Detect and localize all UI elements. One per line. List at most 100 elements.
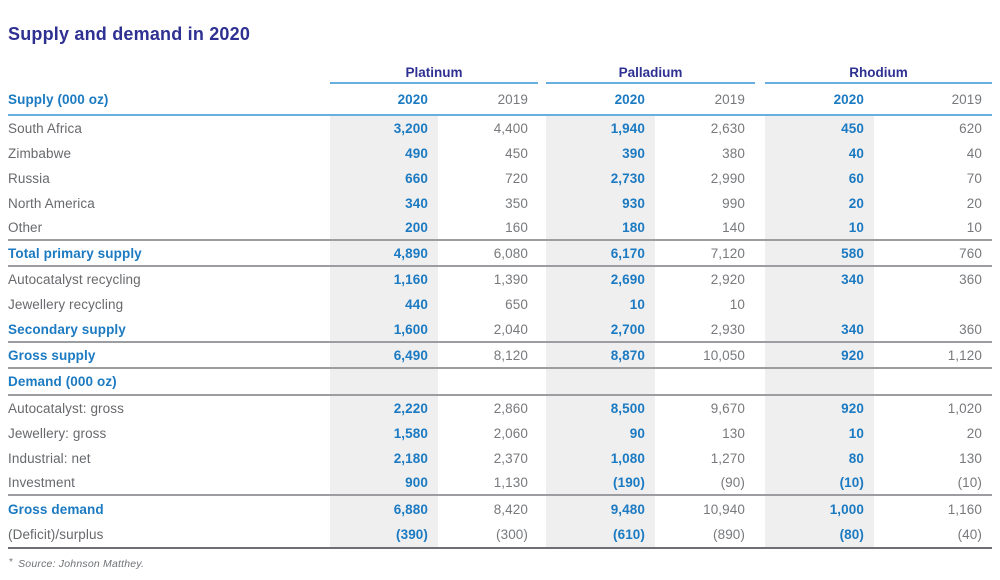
column-gap	[538, 343, 546, 367]
cell-value: 660	[330, 166, 438, 191]
cell-value: (10)	[957, 475, 982, 490]
cell-value: 1,580	[330, 421, 438, 446]
column-gap	[538, 396, 546, 421]
cell-value: 7,120	[710, 245, 745, 261]
column-gap	[538, 496, 546, 522]
column-gap	[538, 369, 546, 394]
cell-value	[655, 369, 755, 394]
cell-value: 440	[330, 292, 438, 317]
row-label: South Africa	[8, 121, 82, 136]
table-row: (Deficit)/surplus (390) (300) (610) (890) (80…	[8, 522, 992, 549]
cell-value: 1,940	[546, 116, 655, 141]
column-gap	[755, 241, 765, 265]
table-row: Industrial: net 2,180 2,370 1,080 1,270 80 130	[8, 446, 992, 471]
cell-value: 10	[546, 292, 655, 317]
cell-value: (10)	[765, 471, 874, 494]
cell-value	[546, 369, 655, 394]
table-row: Demand (000 oz)	[8, 369, 992, 396]
cell-value: 1,390	[493, 272, 528, 287]
column-gap	[538, 292, 546, 317]
cell-value: 8,420	[493, 501, 528, 517]
column-gap	[755, 292, 765, 317]
cell-value: (300)	[495, 527, 528, 542]
footnote-text: Source: Johnson Matthey.	[18, 558, 145, 570]
row-label: Autocatalyst recycling	[8, 272, 141, 287]
cell-value: 340	[765, 267, 874, 292]
cell-value: 490	[330, 141, 438, 166]
row-label: Total primary supply	[8, 245, 142, 261]
table-row: Gross demand 6,880 8,420 9,480 10,940 1,000 1,…	[8, 496, 992, 522]
year-header-platinum-2019: 2019	[497, 91, 528, 107]
cell-value: 20	[966, 196, 982, 211]
column-gap	[755, 216, 765, 239]
cell-value: 2,730	[546, 166, 655, 191]
cell-value: 2,180	[330, 446, 438, 471]
footnote-asterisk: *	[9, 557, 14, 568]
cell-value	[874, 369, 992, 394]
cell-value: 10,940	[703, 501, 745, 517]
cell-value: 6,880	[330, 496, 438, 522]
cell-value	[765, 369, 874, 394]
cell-value: 2,990	[710, 171, 745, 186]
cell-value: 6,080	[493, 245, 528, 261]
column-gap	[538, 141, 546, 166]
cell-value: 130	[722, 426, 745, 441]
column-gap	[538, 522, 546, 547]
cell-value: 2,630	[710, 121, 745, 136]
cell-value: 8,500	[546, 396, 655, 421]
cell-value: 70	[966, 171, 982, 186]
column-gap	[755, 369, 765, 394]
table-row: Jewellery: gross 1,580 2,060 90 130 10 20	[8, 421, 992, 446]
cell-value: 450	[765, 116, 874, 141]
row-label: Industrial: net	[8, 451, 91, 466]
cell-value: 10	[765, 421, 874, 446]
column-gap	[755, 317, 765, 341]
cell-value: 380	[722, 146, 745, 161]
cell-value: 1,020	[947, 401, 982, 416]
page-title: Supply and demand in 2020	[8, 24, 251, 44]
cell-value: 10,050	[703, 347, 745, 363]
cell-value: 920	[765, 343, 874, 367]
table-row: Autocatalyst: gross 2,220 2,860 8,500 9,670 9…	[8, 396, 992, 421]
cell-value: 9,670	[710, 401, 745, 416]
cell-value: 900	[330, 471, 438, 494]
cell-value: 6,490	[330, 343, 438, 367]
cell-value: 4,400	[493, 121, 528, 136]
cell-value: 40	[765, 141, 874, 166]
cell-value: 1,160	[947, 501, 982, 517]
row-label: Russia	[8, 171, 50, 186]
cell-value: 2,040	[493, 321, 528, 337]
cell-value: 2,930	[710, 321, 745, 337]
column-gap	[755, 396, 765, 421]
cell-value: 140	[722, 220, 745, 235]
cell-value: 920	[765, 396, 874, 421]
row-label: Investment	[8, 475, 76, 490]
column-gap	[538, 241, 546, 265]
cell-value: 2,370	[493, 451, 528, 466]
cell-value: 650	[505, 297, 528, 312]
cell-value: 2,690	[546, 267, 655, 292]
row-label: Gross demand	[8, 501, 104, 517]
column-gap	[755, 496, 765, 522]
source-footnote: * Source: Johnson Matthey.	[8, 557, 992, 570]
cell-value: 1,270	[710, 451, 745, 466]
row-label: Jewellery: gross	[8, 426, 107, 441]
cell-value: 930	[546, 191, 655, 216]
cell-value: 6,170	[546, 241, 655, 265]
year-header-palladium-2020: 2020	[614, 91, 645, 107]
cell-value	[330, 369, 438, 394]
column-gap	[538, 317, 546, 341]
cell-value: 3,200	[330, 116, 438, 141]
cell-value: (610)	[546, 522, 655, 547]
group-header-palladium: Palladium	[546, 62, 755, 84]
column-gap	[538, 421, 546, 446]
column-gap	[755, 421, 765, 446]
cell-value: (40)	[957, 527, 982, 542]
cell-value: 1,160	[330, 267, 438, 292]
cell-value: 620	[959, 121, 982, 136]
row-label: Gross supply	[8, 347, 96, 363]
table-row: Zimbabwe 490 450 390 380 40 40	[8, 141, 992, 166]
cell-value: 2,700	[546, 317, 655, 341]
column-gap	[755, 116, 765, 141]
cell-value: 760	[959, 245, 982, 261]
